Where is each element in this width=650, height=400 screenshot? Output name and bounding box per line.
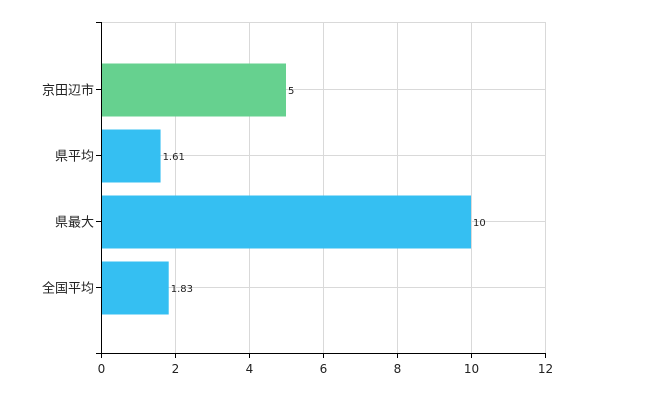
x-tick-label: 0 [98,362,106,376]
bar [101,63,286,117]
data-label: 5 [288,86,294,97]
category-label: 京田辺市 [42,83,94,99]
bar [101,195,471,249]
x-tick-label: 12 [538,362,553,376]
x-tick-label: 10 [464,362,479,376]
x-tick-label: 2 [172,362,180,376]
bar [101,261,169,315]
x-tick-label: 4 [246,362,254,376]
bars [101,63,471,315]
data-label: 1.83 [171,284,193,295]
category-label: 全国平均 [42,281,94,297]
x-tick-label: 8 [394,362,402,376]
axes [96,22,546,358]
data-label: 1.61 [163,152,185,163]
category-label: 県最大 [55,216,94,231]
category-label: 県平均 [55,150,94,165]
bar [101,129,161,183]
data-label: 10 [473,218,486,229]
x-tick-label: 6 [320,362,328,376]
